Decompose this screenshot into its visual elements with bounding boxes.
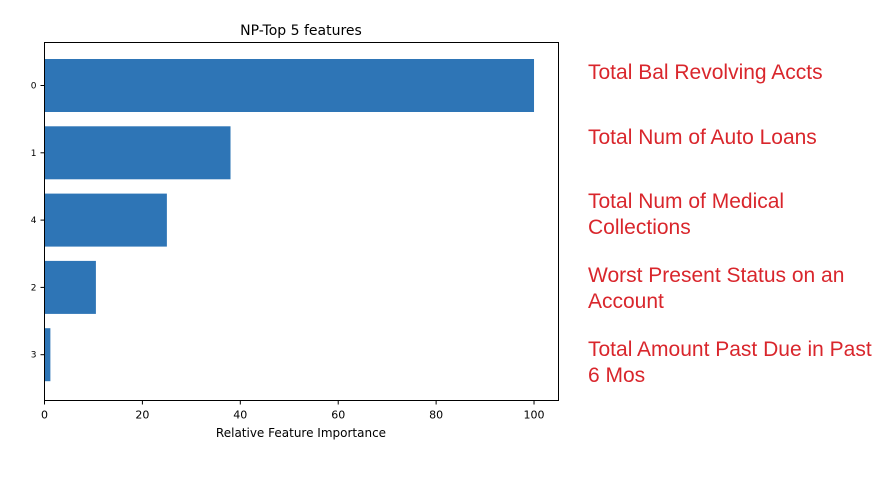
y-tick-label-2: 2 <box>31 283 37 293</box>
y-tick-label-1: 1 <box>31 149 37 159</box>
feature-annotation-4: Total Amount Past Due in Past 6 Mos <box>588 338 872 387</box>
x-tick-label-20: 20 <box>135 409 149 422</box>
bar-3 <box>44 328 51 382</box>
y-tick-label-4: 4 <box>31 216 37 226</box>
feature-annotation-0: Total Bal Revolving Accts <box>588 61 823 84</box>
feature-annotation-1: Total Num of Auto Loans <box>588 126 817 149</box>
y-tick-label-3: 3 <box>31 351 37 361</box>
x-tick-label-0: 0 <box>41 409 48 422</box>
feature-annotations: Total Bal Revolving Accts Total Num of A… <box>588 0 878 482</box>
x-tick-label-80: 80 <box>429 409 443 422</box>
feature-annotation-3: Worst Present Status on an Account <box>588 264 845 313</box>
x-tick-label-100: 100 <box>524 409 545 422</box>
x-tick-label-60: 60 <box>331 409 345 422</box>
bar-2 <box>44 260 96 314</box>
bar-4 <box>44 193 167 247</box>
bar-1 <box>44 126 231 180</box>
y-tick-label-0: 0 <box>31 82 37 92</box>
x-axis-label: Relative Feature Importance <box>216 426 386 440</box>
plot-frame <box>44 42 559 401</box>
bar-0 <box>44 59 535 112</box>
chart-title: NP-Top 5 features <box>240 23 362 39</box>
feature-annotation-2: Total Num of Medical Collections <box>588 190 785 239</box>
x-tick-label-40: 40 <box>233 409 247 422</box>
